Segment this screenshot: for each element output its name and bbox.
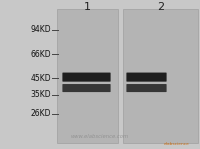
FancyBboxPatch shape: [62, 73, 111, 82]
Text: 45KD: 45KD: [30, 74, 51, 83]
Text: 26KD: 26KD: [30, 110, 51, 118]
Text: elabscience: elabscience: [164, 142, 190, 146]
FancyBboxPatch shape: [126, 84, 167, 92]
FancyBboxPatch shape: [126, 73, 167, 82]
Text: 2: 2: [157, 2, 164, 12]
Bar: [57, 9, 118, 143]
Text: 66KD: 66KD: [30, 50, 51, 59]
Text: 94KD: 94KD: [30, 25, 51, 34]
Text: 35KD: 35KD: [30, 90, 51, 99]
FancyBboxPatch shape: [62, 84, 111, 92]
Text: 1: 1: [84, 2, 91, 12]
Text: www.elabscience.com: www.elabscience.com: [71, 134, 129, 139]
Bar: [123, 9, 198, 143]
